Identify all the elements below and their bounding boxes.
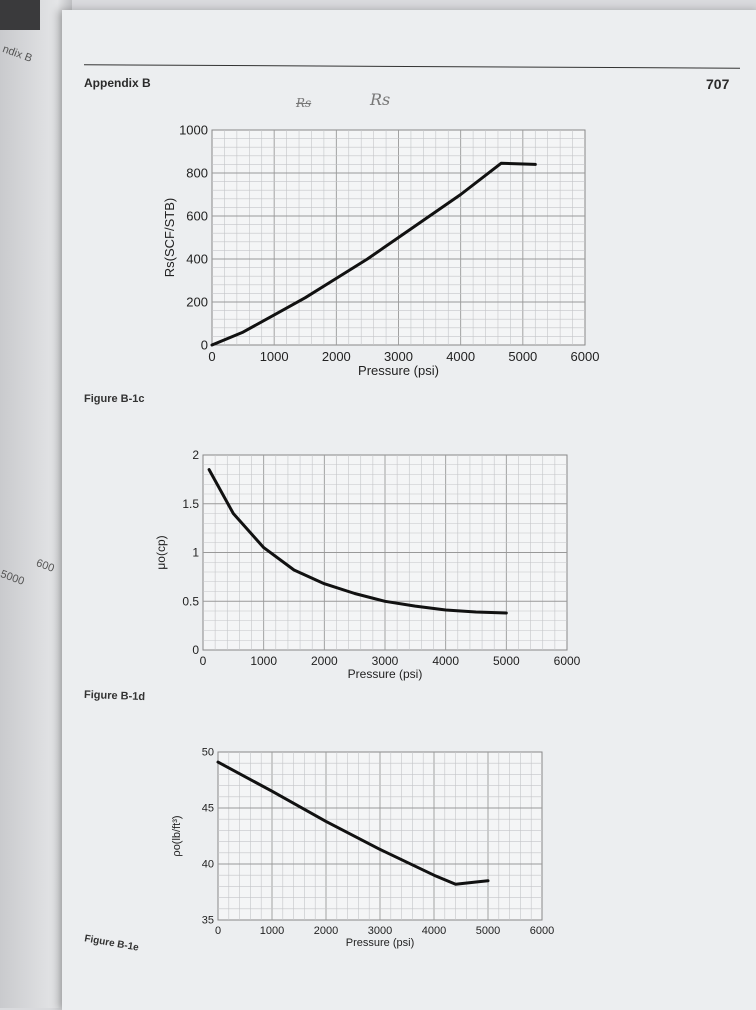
- x-tick-label: 2000: [311, 654, 338, 668]
- section-header: Appendix B: [84, 76, 151, 90]
- chart-2: 0 1000 2000 3000 4000 5000 6000 0 0.5 1 1.5 2 Pressu…: [154, 448, 581, 681]
- background-corner: [0, 0, 40, 30]
- x-tick-label: 0: [208, 349, 215, 364]
- x-tick-label: 1000: [250, 654, 277, 668]
- y-tick-label: 2: [192, 448, 199, 462]
- x-tick-label: 3000: [384, 349, 413, 364]
- y-tick-label: 0.5: [182, 594, 199, 608]
- y-axis-label: μo(cp): [154, 535, 168, 569]
- x-tick-label: 6000: [554, 654, 581, 668]
- x-axis-label: Pressure (psi): [346, 937, 414, 949]
- y-tick-label: 50: [202, 747, 214, 759]
- x-tick-label: 5000: [508, 349, 537, 364]
- x-tick-label: 1000: [260, 925, 284, 937]
- y-tick-label: 0: [192, 643, 199, 657]
- y-tick-label: 400: [186, 251, 208, 266]
- x-tick-label: 5000: [493, 654, 520, 668]
- y-tick-label: 200: [186, 294, 208, 309]
- y-tick-label: 1: [192, 546, 199, 560]
- data-curve: [207, 468, 508, 615]
- figure-caption-b1c: Figure B-1c: [84, 393, 145, 405]
- y-tick-label: 40: [202, 859, 214, 871]
- data-curve: [210, 161, 537, 347]
- x-tick-label: 2000: [322, 349, 351, 364]
- y-tick-label: 800: [186, 165, 208, 180]
- x-axis-label: Pressure (psi): [348, 667, 423, 681]
- x-tick-label: 6000: [530, 925, 554, 937]
- x-tick-label: 0: [200, 654, 207, 668]
- y-axis-label: Rs(SCF/STB): [162, 198, 177, 277]
- chart-1: 0 1000 2000 3000 4000 5000 6000 0 200 400 600 800 10…: [162, 122, 599, 378]
- handwritten-note-crossed: Rs: [296, 96, 312, 110]
- handwritten-note: Rs: [370, 90, 391, 109]
- x-tick-label: 5000: [476, 925, 500, 937]
- x-tick-label: 4000: [422, 925, 446, 937]
- y-tick-label: 35: [202, 915, 214, 927]
- left-page: [0, 0, 72, 1008]
- y-tick-label: 1000: [179, 122, 208, 137]
- y-tick-label: 600: [186, 208, 208, 223]
- x-tick-label: 2000: [314, 925, 338, 937]
- chart-3: 0 1000 2000 3000 4000 5000 6000 35 40 45 50 Pressur…: [171, 747, 554, 949]
- y-axis-label: ρo(lb/ft³): [171, 815, 183, 856]
- y-tick-label: 1.5: [182, 497, 199, 511]
- y-tick-label: 0: [201, 337, 208, 352]
- x-tick-label: 1000: [260, 349, 289, 364]
- x-tick-label: 3000: [372, 654, 399, 668]
- x-tick-label: 0: [215, 925, 221, 937]
- page-number: 707: [706, 76, 730, 92]
- x-tick-label: 6000: [571, 349, 600, 364]
- y-tick-label: 45: [202, 803, 214, 815]
- x-tick-label: 3000: [368, 925, 392, 937]
- x-axis-label: Pressure (psi): [358, 363, 439, 378]
- x-tick-label: 4000: [446, 349, 475, 364]
- data-curve: [216, 760, 490, 886]
- x-tick-label: 4000: [432, 654, 459, 668]
